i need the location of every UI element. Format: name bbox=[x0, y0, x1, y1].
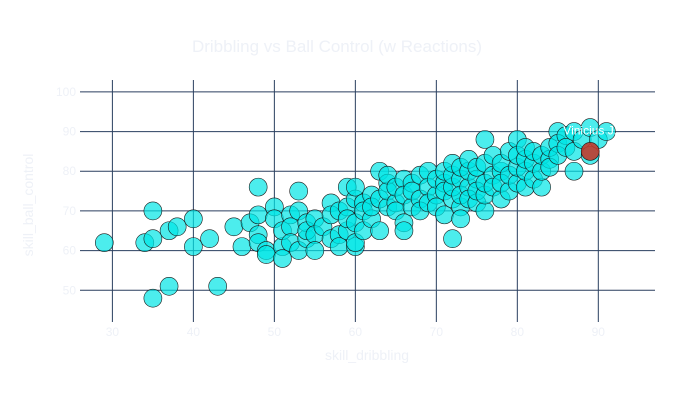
data-point bbox=[159, 276, 179, 296]
y-tick-label: 80 bbox=[63, 164, 77, 178]
data-point bbox=[329, 237, 349, 256]
data-point bbox=[248, 177, 268, 197]
data-point bbox=[564, 161, 584, 181]
x-tick-label: 30 bbox=[106, 325, 120, 339]
data-point bbox=[346, 177, 365, 197]
data-point bbox=[435, 205, 454, 225]
data-point bbox=[208, 276, 227, 296]
highlighted-point bbox=[580, 142, 600, 161]
data-point bbox=[248, 205, 268, 225]
y-tick-label: 100 bbox=[56, 85, 76, 99]
data-point bbox=[289, 181, 308, 201]
data-point bbox=[184, 237, 203, 256]
data-point bbox=[94, 233, 114, 252]
data-point bbox=[167, 217, 187, 237]
x-tick-label: 90 bbox=[592, 325, 606, 339]
data-point bbox=[143, 288, 163, 308]
data-point bbox=[451, 209, 470, 229]
x-tick-label: 70 bbox=[430, 325, 444, 339]
y-tick-label: 60 bbox=[63, 244, 77, 258]
x-tick-label: 80 bbox=[511, 325, 525, 339]
x-tick-label: 40 bbox=[187, 325, 201, 339]
x-tick-label: 50 bbox=[268, 325, 282, 339]
data-point bbox=[597, 122, 616, 141]
points-layer: Vinicius J. bbox=[94, 118, 617, 308]
y-tick-label: 90 bbox=[63, 125, 77, 139]
data-point bbox=[475, 201, 495, 221]
data-point bbox=[256, 245, 276, 264]
data-point bbox=[281, 217, 300, 237]
data-point bbox=[305, 241, 325, 260]
data-point bbox=[273, 249, 292, 268]
data-point bbox=[224, 217, 244, 237]
x-tick-label: 60 bbox=[349, 325, 363, 339]
data-point bbox=[232, 237, 252, 256]
data-point bbox=[475, 130, 495, 149]
data-point bbox=[443, 229, 462, 248]
y-tick-label: 70 bbox=[63, 204, 77, 218]
chart-title: Dribbling vs Ball Control (w Reactions) bbox=[192, 37, 482, 56]
data-point bbox=[200, 229, 219, 248]
data-point bbox=[184, 209, 203, 229]
data-point bbox=[143, 201, 163, 221]
data-point bbox=[370, 221, 389, 241]
data-point bbox=[394, 221, 414, 241]
y-tick-label: 50 bbox=[63, 283, 77, 297]
point-annotation: Vinicius J. bbox=[563, 123, 617, 137]
data-point bbox=[532, 177, 551, 197]
tick-layer: 30 40 50 60 70 80 90 50 60 70 80 90 100 bbox=[56, 85, 605, 339]
x-axis-title: skill_dribbling bbox=[325, 347, 409, 363]
data-point bbox=[143, 229, 163, 248]
y-axis-title: skill_ball_control bbox=[20, 154, 36, 257]
